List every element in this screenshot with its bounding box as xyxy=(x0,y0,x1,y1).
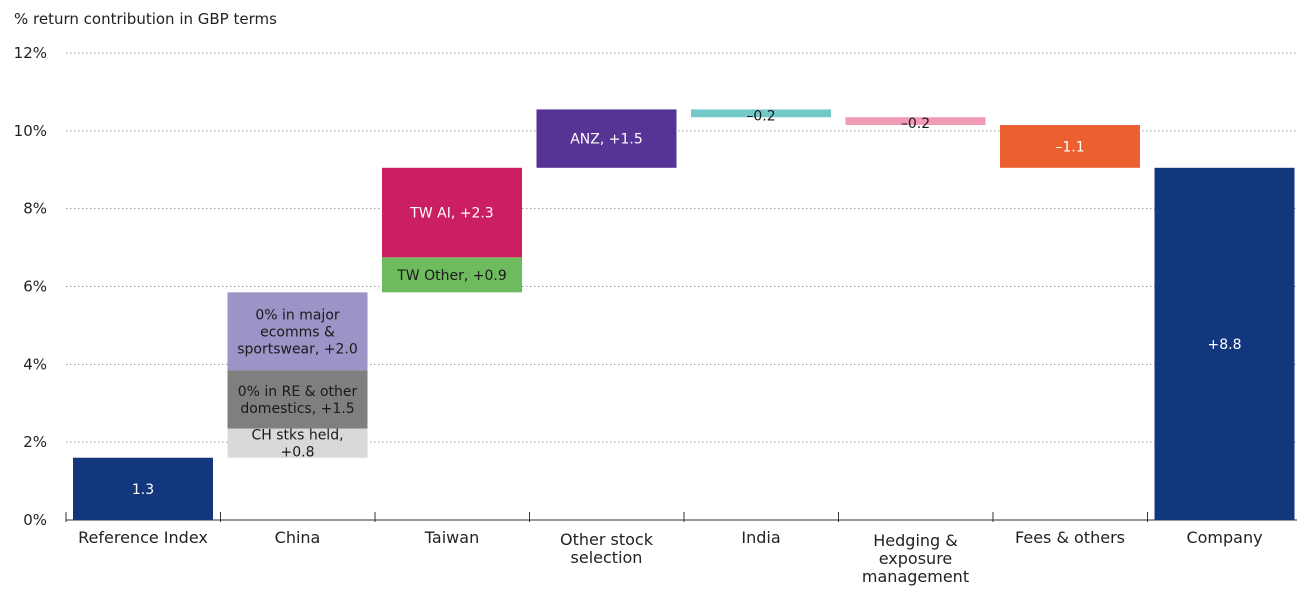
x-category-label: India xyxy=(741,528,780,547)
y-tick-label: 2% xyxy=(23,433,47,451)
data-label: –1.1 xyxy=(1055,139,1084,155)
x-category-label: Taiwan xyxy=(424,528,479,547)
bar-segment xyxy=(691,109,831,118)
data-label: –0.2 xyxy=(901,116,930,132)
bar-segment xyxy=(382,167,522,258)
y-tick-label: 0% xyxy=(23,511,47,529)
bar-segment xyxy=(1154,167,1295,520)
data-label: ANZ, +1.5 xyxy=(570,132,643,148)
x-category-label: China xyxy=(275,528,321,547)
bar-segment xyxy=(1000,124,1140,168)
x-category-label: Reference Index xyxy=(78,528,208,547)
y-tick-label: 6% xyxy=(23,278,47,296)
y-tick-label: 10% xyxy=(14,122,47,140)
data-label: –0.2 xyxy=(746,108,775,124)
data-label: +8.8 xyxy=(1208,337,1242,353)
data-label: CH stks held, +0.8 xyxy=(251,428,343,461)
x-category-label: Fees & others xyxy=(1015,528,1125,547)
bar-segment xyxy=(227,428,368,458)
x-category-label: Hedging & exposure management xyxy=(862,531,969,586)
data-label: 0% in RE & other domestics, +1.5 xyxy=(238,384,358,417)
x-category-label: Other stock selection xyxy=(560,530,654,567)
y-tick-label: 4% xyxy=(23,355,47,373)
x-category-label: Company xyxy=(1186,528,1262,547)
bar-segment xyxy=(845,117,986,125)
bar-segment xyxy=(536,109,677,168)
bar-segment xyxy=(227,292,368,371)
bar-segment xyxy=(227,370,368,429)
bar-segment xyxy=(73,457,213,520)
data-label: 1.3 xyxy=(132,482,154,498)
data-label: TW Other, +0.9 xyxy=(396,268,507,284)
data-label: TW AI, +2.3 xyxy=(409,206,493,222)
y-tick-label: 8% xyxy=(23,200,47,218)
y-tick-label: 12% xyxy=(14,44,47,62)
bar-segment xyxy=(382,257,522,293)
data-label: 0% in major ecomms & sportswear, +2.0 xyxy=(237,307,358,357)
y-axis-title: % return contribution in GBP terms xyxy=(14,10,277,28)
